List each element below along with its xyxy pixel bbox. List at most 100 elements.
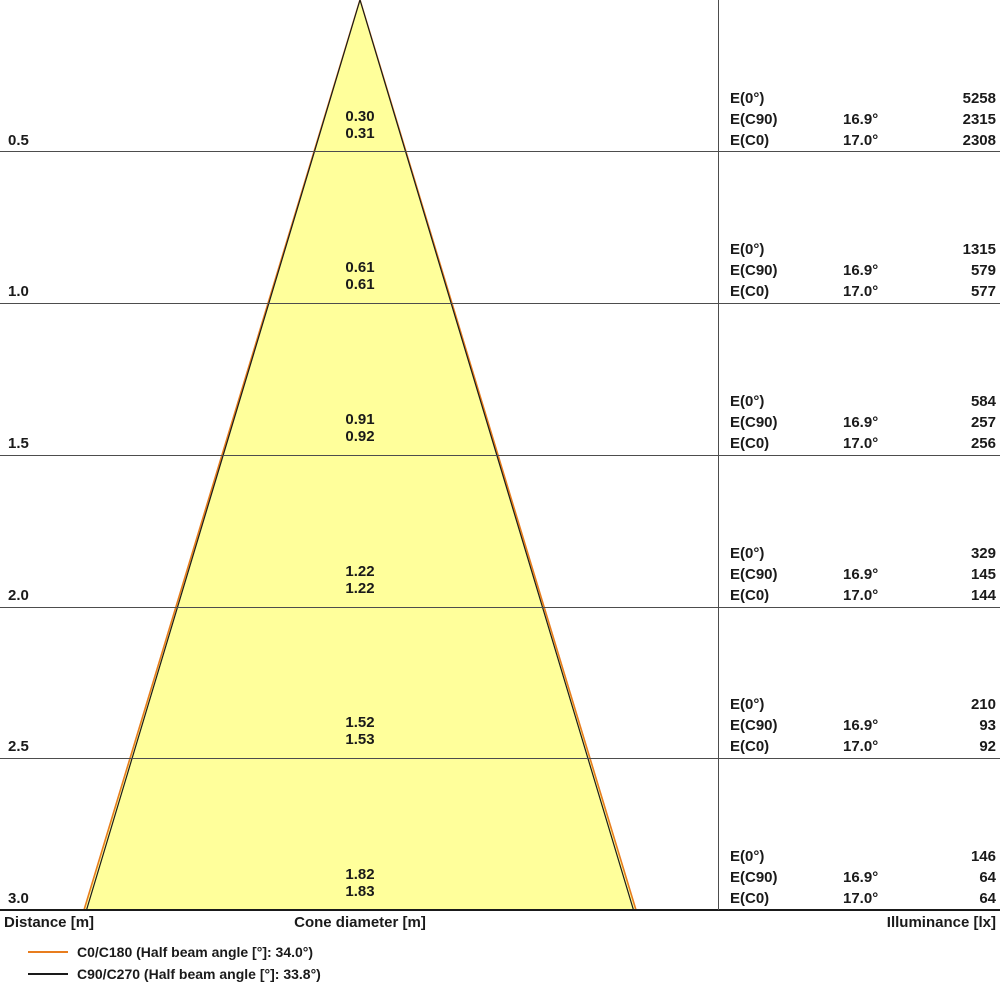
cone-diameter-values: 1.52 1.53 <box>260 714 460 748</box>
ec90-label: E(C90) <box>730 717 778 734</box>
e0-row: E(0°) 1315 <box>730 239 996 260</box>
ec90-value: 64 <box>979 869 996 886</box>
ec0-angle: 17.0° <box>843 435 879 452</box>
ec90-label: E(C90) <box>730 262 778 279</box>
ec90-value: 2315 <box>962 111 996 128</box>
ec90-value: 579 <box>970 262 996 279</box>
ec0-value: 256 <box>970 435 996 452</box>
ec90-angle: 16.9° <box>843 414 879 431</box>
legend-item-c0: C0/C180 (Half beam angle [°]: 34.0°) <box>28 941 321 963</box>
cone-diameter-c90: 0.61 <box>345 259 375 276</box>
grid-line <box>0 151 1000 152</box>
ec0-angle: 17.0° <box>843 587 879 604</box>
ec0-label: E(C0) <box>730 132 770 149</box>
illuminance-row: E(0°) 210 E(C90) 16.9° 93 E(C0) 17.0° 92 <box>730 694 996 757</box>
ec0-angle: 17.0° <box>843 283 879 300</box>
distance-label: 0.5 <box>8 132 29 149</box>
illuminance-row: E(0°) 1315 E(C90) 16.9° 579 E(C0) 17.0° … <box>730 239 996 302</box>
e0-value: 146 <box>970 848 996 865</box>
ec0-row: E(C0) 17.0° 577 <box>730 281 996 302</box>
table-divider <box>718 0 719 910</box>
cone-diameter-values: 0.30 0.31 <box>260 108 460 142</box>
ec0-row: E(C0) 17.0° 144 <box>730 585 996 606</box>
ec0-angle: 17.0° <box>843 132 879 149</box>
cone-diameter-values: 0.61 0.61 <box>260 259 460 293</box>
cone-diameter-c0: 0.61 <box>345 276 375 293</box>
ec90-value: 93 <box>979 717 996 734</box>
ec90-value: 257 <box>970 414 996 431</box>
ec90-label: E(C90) <box>730 414 778 431</box>
cone-diameter-c0: 0.92 <box>345 428 375 445</box>
e0-value: 584 <box>970 393 996 410</box>
e0-row: E(0°) 210 <box>730 694 996 715</box>
distance-label: 2.5 <box>8 738 29 755</box>
cone-diameter-c90: 0.91 <box>345 411 375 428</box>
ec90-row: E(C90) 16.9° 64 <box>730 867 996 888</box>
ec90-value: 145 <box>970 566 996 583</box>
ec90-row: E(C90) 16.9° 93 <box>730 715 996 736</box>
ec0-value: 92 <box>979 738 996 755</box>
ec0-row: E(C0) 17.0° 92 <box>730 736 996 757</box>
ec0-angle: 17.0° <box>843 890 879 907</box>
ec90-angle: 16.9° <box>843 717 879 734</box>
distance-label: 1.0 <box>8 283 29 300</box>
illuminance-axis-label: Illuminance [lx] <box>886 914 996 931</box>
e0-value: 210 <box>970 696 996 713</box>
ec90-label: E(C90) <box>730 111 778 128</box>
ec90-label: E(C90) <box>730 566 778 583</box>
grid-line <box>0 303 1000 304</box>
legend-label-c0: C0/C180 (Half beam angle [°]: 34.0°) <box>77 944 314 960</box>
ec90-row: E(C90) 16.9° 579 <box>730 260 996 281</box>
e0-row: E(0°) 329 <box>730 543 996 564</box>
grid-line <box>0 758 1000 759</box>
legend-line-c90-icon <box>28 973 68 975</box>
e0-label: E(0°) <box>730 241 765 258</box>
ec0-label: E(C0) <box>730 435 770 452</box>
cone-diameter-c0: 1.53 <box>345 731 375 748</box>
ec0-row: E(C0) 17.0° 256 <box>730 433 996 454</box>
e0-row: E(0°) 584 <box>730 391 996 412</box>
ec90-angle: 16.9° <box>843 566 879 583</box>
distance-axis-label: Distance [m] <box>4 914 95 931</box>
legend: C0/C180 (Half beam angle [°]: 34.0°) C90… <box>28 941 321 985</box>
e0-value: 1315 <box>962 241 996 258</box>
distance-label: 2.0 <box>8 587 29 604</box>
ec0-angle: 17.0° <box>843 738 879 755</box>
e0-label: E(0°) <box>730 90 765 107</box>
ec0-row: E(C0) 17.0° 64 <box>730 888 996 909</box>
e0-row: E(0°) 146 <box>730 846 996 867</box>
e0-value: 5258 <box>962 90 996 107</box>
e0-label: E(0°) <box>730 393 765 410</box>
ec0-label: E(C0) <box>730 890 770 907</box>
cone-diameter-values: 1.82 1.83 <box>260 866 460 900</box>
illuminance-row: E(0°) 584 E(C90) 16.9° 257 E(C0) 17.0° 2… <box>730 391 996 454</box>
cone-diameter-c90: 0.30 <box>345 108 375 125</box>
ec90-angle: 16.9° <box>843 111 879 128</box>
cone-diameter-values: 1.22 1.22 <box>260 563 460 597</box>
legend-line-c0-icon <box>28 951 68 953</box>
cone-diameter-c0: 1.83 <box>345 883 375 900</box>
cone-diameter-c0: 0.31 <box>345 125 375 142</box>
grid-line <box>0 607 1000 608</box>
illuminance-row: E(0°) 329 E(C90) 16.9° 145 E(C0) 17.0° 1… <box>730 543 996 606</box>
cone-diameter-axis-label: Cone diameter [m] <box>294 914 426 931</box>
e0-label: E(0°) <box>730 848 765 865</box>
legend-label-c90: C90/C270 (Half beam angle [°]: 33.8°) <box>77 966 321 982</box>
distance-label: 1.5 <box>8 435 29 452</box>
axis-line <box>0 909 1000 911</box>
ec90-row: E(C90) 16.9° 145 <box>730 564 996 585</box>
illuminance-row: E(0°) 5258 E(C90) 16.9° 2315 E(C0) 17.0°… <box>730 88 996 151</box>
ec0-value: 144 <box>970 587 996 604</box>
ec90-label: E(C90) <box>730 869 778 886</box>
ec90-angle: 16.9° <box>843 262 879 279</box>
cone-diameter-c90: 1.82 <box>345 866 375 883</box>
illuminance-row: E(0°) 146 E(C90) 16.9° 64 E(C0) 17.0° 64 <box>730 846 996 909</box>
ec0-value: 577 <box>970 283 996 300</box>
ec0-value: 2308 <box>962 132 996 149</box>
ec90-angle: 16.9° <box>843 869 879 886</box>
e0-label: E(0°) <box>730 696 765 713</box>
ec0-label: E(C0) <box>730 587 770 604</box>
cone-diameter-c0: 1.22 <box>345 580 375 597</box>
ec0-label: E(C0) <box>730 738 770 755</box>
